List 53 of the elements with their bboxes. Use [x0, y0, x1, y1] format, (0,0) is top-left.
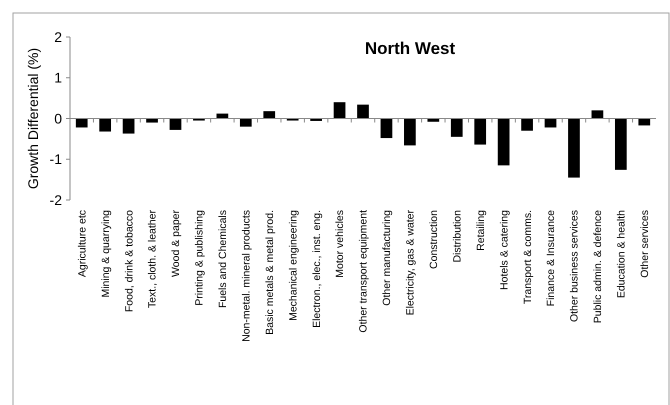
bar [498, 118, 510, 166]
x-tick-label: Other transport equipment [358, 210, 370, 333]
x-tick-label: Mechanical engineering [287, 210, 300, 321]
bar [240, 118, 252, 127]
x-tick-label: Finance & Insurance [545, 210, 558, 306]
x-tick-label: Public admin. & defence [592, 210, 604, 324]
x-tick-label: Other business services [568, 210, 581, 322]
x-tick-label: Construction [428, 210, 440, 269]
bar [334, 102, 346, 118]
x-tick-label: Text., cloth. & leather [146, 210, 159, 308]
chart-title: North West [364, 39, 456, 58]
bar [263, 111, 276, 118]
x-tick-label: Wood & paper [170, 210, 182, 277]
x-tick-label: Electron., elec., inst. eng. [310, 210, 323, 328]
y-tick-label: -2 [50, 192, 62, 208]
x-tick-label: Food, drink & tobacco [123, 210, 136, 312]
bar [427, 118, 440, 122]
bar [76, 118, 88, 128]
bar [568, 118, 580, 178]
x-tick-label: Motor vehicles [334, 210, 346, 278]
bar [122, 118, 134, 134]
y-tick-label: -1 [50, 151, 62, 168]
x-tick-label: Fuels and Chemicals [217, 210, 230, 308]
bar [614, 118, 627, 170]
x-tick-label: Retailing [474, 210, 487, 251]
bar [544, 118, 556, 128]
x-tick-label: Non-metal. mineral products [240, 210, 252, 342]
bar [216, 114, 228, 118]
bar [592, 110, 604, 118]
x-tick-label: Other services [638, 210, 651, 278]
y-tick-label: 2 [54, 28, 62, 45]
x-tick-label: Transport & comms. [522, 210, 534, 304]
y-tick-label: 0 [54, 110, 62, 126]
x-tick-label: Mining & quarrying [100, 210, 112, 298]
x-tick-label: Education & health [616, 210, 628, 298]
bar [99, 118, 112, 132]
bar [404, 118, 416, 146]
bar [638, 118, 650, 126]
x-tick-label: Basic metals & metal prod. [264, 210, 276, 335]
bar [357, 104, 369, 118]
x-tick-label: Agriculture etc [76, 210, 88, 278]
x-tick-label: Hotels & catering [498, 210, 510, 290]
y-axis-title: Growth Differential (%) [25, 48, 41, 190]
bar [380, 118, 392, 138]
bar [521, 118, 533, 131]
x-tick-label: Printing & publishing [194, 210, 206, 306]
bar [170, 118, 182, 130]
x-tick-label: Other manufacturing [381, 210, 394, 306]
bar [450, 118, 463, 137]
x-tick-label: Distribution [451, 210, 464, 263]
y-tick-label: 1 [54, 70, 62, 86]
bar [474, 118, 486, 145]
x-tick-label: Electricity, gas & water [404, 210, 417, 316]
